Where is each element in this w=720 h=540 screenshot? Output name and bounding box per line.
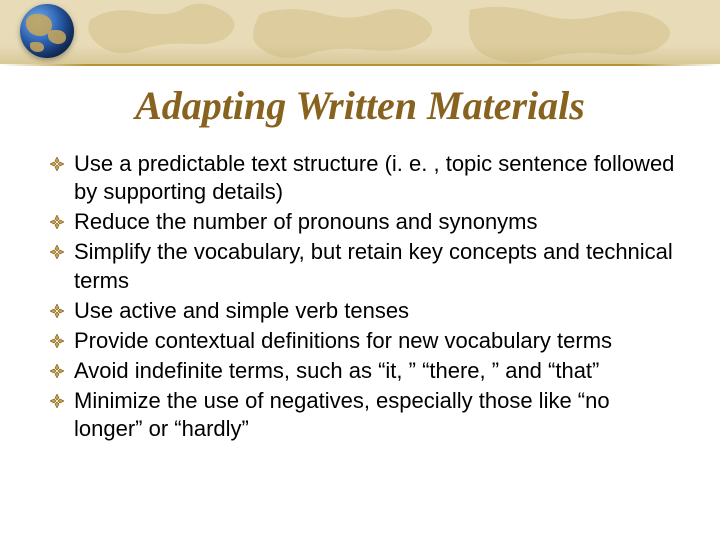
list-item: Provide contextual definitions for new v… <box>50 327 680 355</box>
bullet-list: Use a predictable text structure (i. e. … <box>50 150 680 446</box>
bullet-icon <box>50 157 64 171</box>
header-divider <box>0 64 720 66</box>
globe-icon <box>20 4 74 58</box>
list-item-text: Reduce the number of pronouns and synony… <box>74 208 680 236</box>
list-item-text: Use a predictable text structure (i. e. … <box>74 150 680 206</box>
bullet-icon <box>50 215 64 229</box>
bullet-icon <box>50 364 64 378</box>
slide-title: Adapting Written Materials <box>0 82 720 129</box>
bullet-icon <box>50 334 64 348</box>
list-item: Use active and simple verb tenses <box>50 297 680 325</box>
list-item-text: Avoid indefinite terms, such as “it, ” “… <box>74 357 680 385</box>
list-item-text: Provide contextual definitions for new v… <box>74 327 680 355</box>
list-item: Use a predictable text structure (i. e. … <box>50 150 680 206</box>
list-item: Avoid indefinite terms, such as “it, ” “… <box>50 357 680 385</box>
list-item: Minimize the use of negatives, especiall… <box>50 387 680 443</box>
list-item: Reduce the number of pronouns and synony… <box>50 208 680 236</box>
bullet-icon <box>50 394 64 408</box>
header-band <box>0 0 720 64</box>
bullet-icon <box>50 245 64 259</box>
list-item-text: Minimize the use of negatives, especiall… <box>74 387 680 443</box>
list-item: Simplify the vocabulary, but retain key … <box>50 238 680 294</box>
world-map-pattern <box>0 0 720 64</box>
bullet-icon <box>50 304 64 318</box>
list-item-text: Use active and simple verb tenses <box>74 297 680 325</box>
list-item-text: Simplify the vocabulary, but retain key … <box>74 238 680 294</box>
